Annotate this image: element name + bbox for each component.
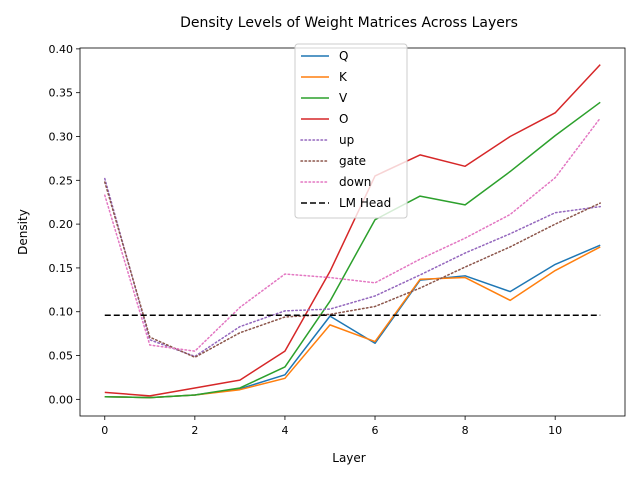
series-line-q xyxy=(104,244,601,399)
series-line-o xyxy=(104,64,601,397)
legend-label-o: O xyxy=(339,112,348,126)
legend-label-v: V xyxy=(339,91,348,105)
series-line-down xyxy=(104,117,601,352)
y-tick-label: 0.25 xyxy=(49,174,74,187)
y-tick-label: 0.00 xyxy=(49,393,74,406)
y-tick-label: 0.20 xyxy=(49,218,74,231)
chart-title: Density Levels of Weight Matrices Across… xyxy=(180,15,518,31)
y-tick-label: 0.40 xyxy=(49,43,74,56)
y-tick-label: 0.10 xyxy=(49,306,74,319)
y-axis-label: Density xyxy=(16,209,30,255)
plot-area xyxy=(104,64,601,399)
series-line-gate xyxy=(104,181,601,359)
series-line-v xyxy=(104,101,601,399)
y-tick-label: 0.15 xyxy=(49,262,74,275)
legend-box xyxy=(294,43,408,219)
legend-label-k: K xyxy=(339,70,348,84)
x-tick-label: 4 xyxy=(281,424,288,437)
series-line-k xyxy=(104,246,601,399)
x-tick-label: 2 xyxy=(191,424,198,437)
legend-label-lm-head: LM Head xyxy=(339,196,391,210)
x-tick-label: 10 xyxy=(548,424,562,437)
x-tick-label: 0 xyxy=(101,424,108,437)
legend-label-down: down xyxy=(339,175,371,189)
axes: 0 2 4 6 8 10 0.00 0.05 0.10 0.15 0.20 0.25 0.30 0.35 0… xyxy=(49,43,626,437)
series-line-up xyxy=(104,177,601,358)
legend-label-q: Q xyxy=(339,49,348,63)
y-tick-label: 0.30 xyxy=(49,130,74,143)
x-axis-label: Layer xyxy=(332,451,366,465)
y-tick-label: 0.05 xyxy=(49,350,74,363)
x-tick-label: 6 xyxy=(372,424,379,437)
x-tick-label: 8 xyxy=(462,424,469,437)
y-tick-label: 0.35 xyxy=(49,87,74,100)
legend-label-up: up xyxy=(339,133,354,147)
legend-label-gate: gate xyxy=(339,154,366,168)
